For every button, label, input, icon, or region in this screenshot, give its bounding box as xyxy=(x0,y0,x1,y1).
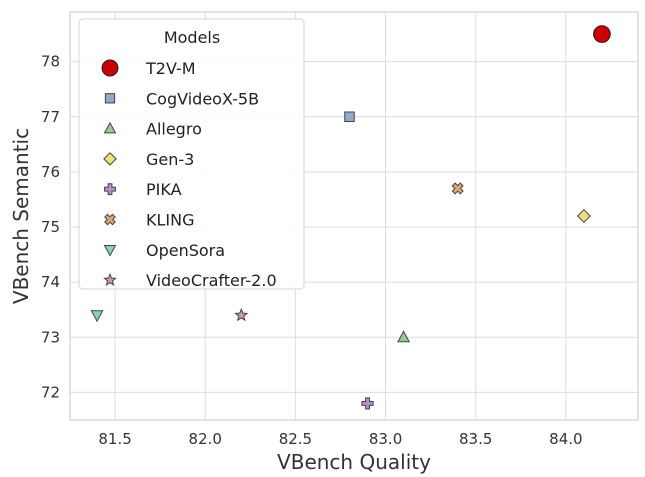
x-tick-label: 82.0 xyxy=(189,430,222,448)
legend-marker xyxy=(104,213,116,226)
legend-label: Gen-3 xyxy=(146,150,194,169)
points-layer xyxy=(90,25,611,410)
data-point-gen-3 xyxy=(576,208,591,224)
legend-marker xyxy=(104,183,116,196)
tick-layer: 81.5 82.0 82.5 83.0 83.5 84.0 72 73 74 75 76 77 78 xyxy=(41,53,583,448)
data-point-kling xyxy=(451,182,464,195)
x-axis-label: VBench Quality xyxy=(277,450,431,474)
legend-label: CogVideoX-5B xyxy=(146,89,259,108)
data-point-allegro xyxy=(397,330,411,343)
legend-item: Gen-3 xyxy=(103,150,194,169)
y-tick-label: 77 xyxy=(41,108,60,126)
legend-marker xyxy=(103,244,117,257)
legend-title: Models xyxy=(164,28,220,47)
legend-items: T2V-M CogVideoX-5B Allegro Gen-3 PIKA KLING Op… xyxy=(101,59,277,290)
plot-frame xyxy=(69,11,639,421)
legend: Models T2V-M CogVideoX-5B Allegro Gen-3 PIKA… xyxy=(78,18,305,290)
x-tick-label: 81.5 xyxy=(98,430,131,448)
legend-label: OpenSora xyxy=(146,241,225,260)
data-point-videocrafter-2-0 xyxy=(234,307,249,322)
legend-marker xyxy=(103,121,117,134)
y-tick-label: 74 xyxy=(41,273,60,291)
legend-marker xyxy=(103,152,117,166)
data-point-opensora xyxy=(90,310,104,323)
legend-item: OpenSora xyxy=(103,241,225,260)
x-tick-label: 82.5 xyxy=(279,430,312,448)
legend-label: PIKA xyxy=(146,180,182,199)
y-tick-label: 76 xyxy=(41,163,60,181)
legend-label: KLING xyxy=(146,211,195,230)
y-tick-label: 78 xyxy=(41,53,60,71)
legend-label: Allegro xyxy=(146,120,202,139)
legend-item: KLING xyxy=(104,211,195,230)
legend-label: VideoCrafter-2.0 xyxy=(146,271,277,290)
legend-item: PIKA xyxy=(104,180,182,199)
x-tick-label: 83.5 xyxy=(459,430,492,448)
data-point-t2v-m xyxy=(593,25,611,43)
legend-box xyxy=(78,18,305,290)
y-tick-label: 75 xyxy=(41,218,60,236)
x-tick-label: 84.0 xyxy=(549,430,582,448)
legend-item: T2V-M xyxy=(101,59,196,78)
legend-item: CogVideoX-5B xyxy=(104,89,259,108)
legend-marker xyxy=(101,59,119,77)
y-axis-label: VBench Semantic xyxy=(9,128,33,304)
y-tick-label: 72 xyxy=(41,383,60,401)
legend-marker xyxy=(104,93,116,104)
legend-item: VideoCrafter-2.0 xyxy=(103,271,277,290)
legend-marker xyxy=(103,272,117,286)
data-point-cogvideox-5b xyxy=(344,111,355,123)
legend-label: T2V-M xyxy=(145,59,196,78)
x-tick-label: 83.0 xyxy=(369,430,402,448)
legend-item: Allegro xyxy=(103,120,202,139)
data-point-pika xyxy=(361,397,374,410)
y-tick-label: 73 xyxy=(41,328,60,346)
